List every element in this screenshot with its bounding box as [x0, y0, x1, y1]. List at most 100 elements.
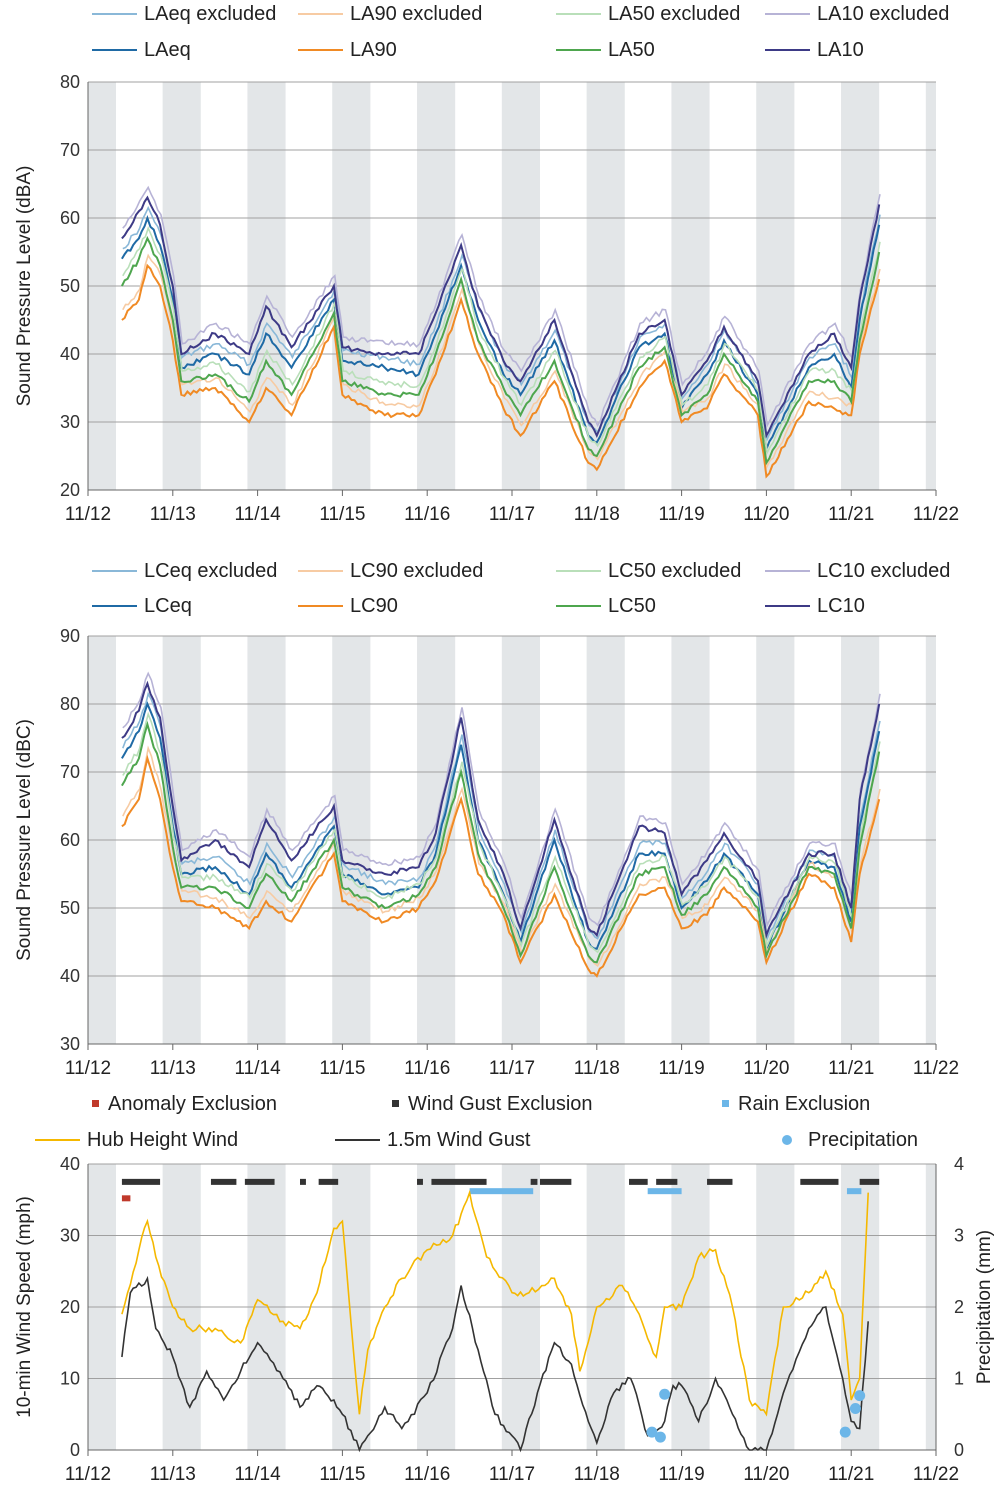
y-tick-label: 40	[60, 1154, 80, 1174]
series-line	[121, 236, 881, 466]
y-tick-label: 70	[60, 762, 80, 782]
y-tick-label: 40	[60, 344, 80, 364]
x-tick-label: 11/21	[828, 504, 874, 525]
wind-gust-exclusion-bar	[417, 1178, 423, 1185]
x-tick-label: 11/15	[319, 1058, 365, 1079]
y-tick-label: 30	[60, 1034, 80, 1054]
wind-gust-exclusion-bar	[318, 1178, 339, 1185]
legend-label: LA50 excluded	[608, 3, 740, 25]
wind-gust-exclusion-bar	[656, 1178, 678, 1185]
series-line	[121, 1275, 869, 1453]
x-tick-label: 11/14	[235, 1464, 282, 1485]
legend-label: Precipitation	[808, 1129, 918, 1151]
y-axis-label: 10-min Wind Speed (mph)	[14, 1196, 35, 1418]
x-tick-label: 11/19	[659, 1464, 705, 1485]
wind-gust-exclusion-bar	[121, 1178, 161, 1185]
x-tick-label: 11/12	[65, 1464, 111, 1485]
y-right-tick-label: 3	[954, 1226, 964, 1246]
precipitation-point	[659, 1388, 671, 1400]
x-tick-label: 11/16	[404, 1058, 450, 1079]
x-tick-label: 11/22	[913, 1464, 959, 1485]
wind-gust-exclusion-bar	[244, 1178, 275, 1185]
x-tick-label: 11/12	[65, 1058, 111, 1079]
legend-swatch	[722, 1100, 729, 1107]
x-tick-label: 11/22	[913, 1058, 959, 1079]
x-tick-label: 11/14	[235, 1058, 282, 1079]
precipitation-point	[654, 1431, 666, 1443]
legend-label: LA10 excluded	[817, 3, 949, 25]
y-tick-label: 30	[60, 1226, 80, 1246]
legend-label: LCeq	[144, 595, 192, 617]
legend-swatch	[92, 1100, 99, 1107]
y-right-tick-label: 1	[954, 1369, 964, 1389]
x-tick-label: 11/18	[574, 504, 620, 525]
x-tick-label: 11/22	[913, 504, 959, 525]
x-tick-label: 11/17	[489, 504, 535, 525]
y-right-axis-label: Precipitation (mm)	[974, 1230, 995, 1384]
series-line-excluded	[122, 185, 881, 428]
x-tick-label: 11/13	[150, 504, 196, 525]
wind-gust-exclusion-bar	[530, 1178, 538, 1185]
series-line	[121, 195, 881, 439]
legend-label: Wind Gust Exclusion	[408, 1093, 593, 1115]
series-line-excluded	[122, 691, 881, 942]
series-line-excluded	[122, 711, 881, 954]
y-tick-label: 50	[60, 898, 80, 918]
x-tick-label: 11/16	[404, 1464, 450, 1485]
x-tick-label: 11/17	[489, 1058, 535, 1079]
x-tick-label: 11/12	[65, 504, 111, 525]
x-tick-label: 11/16	[404, 504, 450, 525]
wind-gust-exclusion-bar	[859, 1178, 880, 1185]
x-tick-label: 11/18	[574, 1464, 620, 1485]
series-line	[121, 720, 881, 964]
x-tick-label: 11/17	[489, 1464, 535, 1485]
x-tick-label: 11/19	[659, 504, 705, 525]
series-line-excluded	[122, 253, 881, 469]
legend-label: LC90 excluded	[350, 560, 483, 582]
dbc-panel: 30 40 50 60 70 80 90 11/12 11/13 11/14 11/15 11/16 1…	[14, 560, 959, 1079]
legend-swatch	[392, 1100, 399, 1107]
precipitation-point	[854, 1390, 866, 1402]
y-right-tick-label: 0	[954, 1440, 964, 1460]
series-line	[121, 1189, 869, 1417]
x-tick-label: 11/13	[150, 1058, 196, 1079]
legend-swatch	[782, 1135, 792, 1145]
y-tick-label: 20	[60, 1297, 80, 1317]
y-tick-label: 50	[60, 276, 80, 296]
legend-label: Hub Height Wind	[87, 1129, 238, 1151]
wind-gust-exclusion-bar	[210, 1178, 237, 1185]
legend-label: LCeq excluded	[144, 560, 277, 582]
x-tick-label: 11/20	[743, 1058, 789, 1079]
series-line	[121, 680, 881, 940]
series-line-excluded	[122, 745, 881, 967]
rain-exclusion-bar	[647, 1188, 682, 1195]
x-tick-label: 11/15	[319, 504, 365, 525]
precipitation-point	[839, 1426, 851, 1438]
legend-label: LC10 excluded	[817, 560, 950, 582]
legend-label: LA50	[608, 39, 655, 61]
legend-label: LA90 excluded	[350, 3, 482, 25]
legend-label: Anomaly Exclusion	[108, 1093, 277, 1115]
legend-label: LAeq excluded	[144, 3, 276, 25]
y-tick-label: 60	[60, 830, 80, 850]
wind-gust-exclusion-bar	[707, 1178, 733, 1185]
series-line	[121, 754, 881, 978]
series-line-excluded	[122, 671, 881, 928]
series-line	[121, 214, 881, 454]
y-tick-label: 60	[60, 208, 80, 228]
legend-label: LC50	[608, 595, 656, 617]
x-tick-label: 11/18	[574, 1058, 620, 1079]
anomaly-exclusion-bar	[121, 1195, 131, 1202]
x-tick-label: 11/14	[235, 504, 282, 525]
y-tick-label: 80	[60, 694, 80, 714]
legend-label: LC50 excluded	[608, 560, 741, 582]
dba-panel: 20 30 40 50 60 70 80 11/12 11/13 11/14 11/15 11/16 1…	[14, 3, 959, 525]
wind-gust-exclusion-bar	[539, 1178, 572, 1185]
precipitation-point	[849, 1403, 861, 1415]
x-tick-label: 11/20	[743, 1464, 789, 1485]
precipitation-point	[646, 1426, 658, 1438]
wind-gust-exclusion-bar	[431, 1178, 487, 1185]
